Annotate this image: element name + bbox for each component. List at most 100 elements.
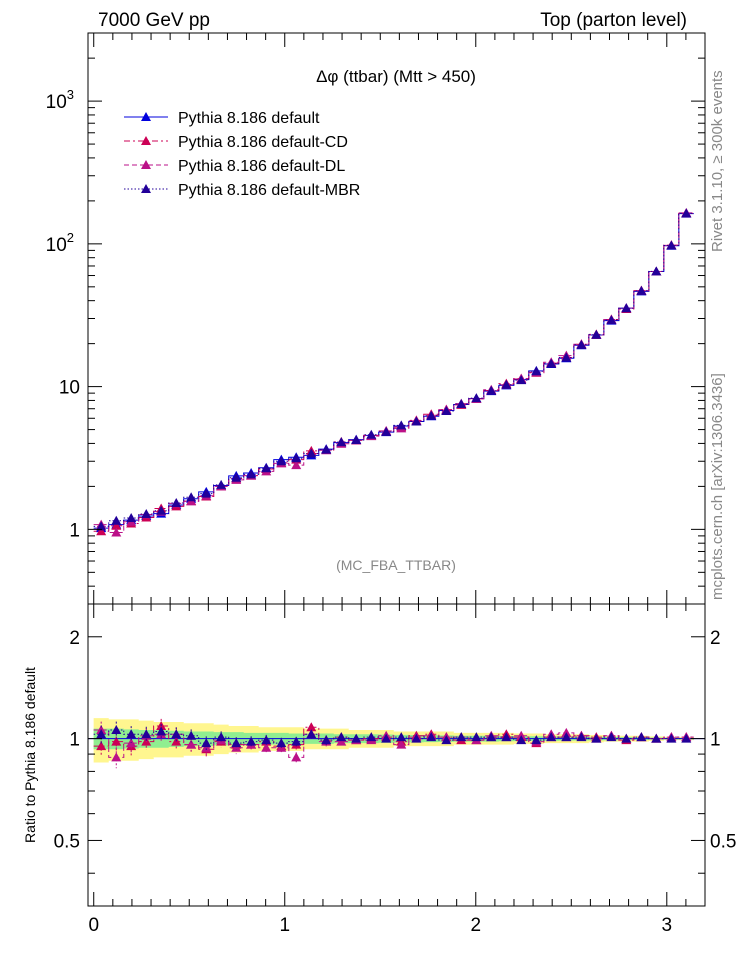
ratio-point-2-6 [186, 730, 197, 740]
main-point-3-24 [456, 399, 467, 409]
main-series-points [96, 207, 692, 537]
main-title: Δφ (ttbar) (Mtt > 450) [316, 67, 476, 86]
ratio-point-2-4 [156, 726, 167, 736]
xtick-label: 2 [470, 915, 481, 936]
main-series-lines [93, 212, 694, 534]
ratio-point-2-28 [516, 735, 527, 745]
legend-marker-0 [141, 112, 151, 121]
ratio-series-lines [93, 725, 694, 758]
ratio-ylabel: Ratio to Pythia 8.186 default [22, 667, 38, 843]
main-axis-ticks: 1 10 102 103 [46, 32, 706, 605]
legend-label-2: Pythia 8.186 default-DL [178, 158, 345, 175]
ratio-point-2-12 [276, 738, 287, 748]
ratio-point-2-11 [261, 735, 272, 745]
ratio-ytick-label-left: 1 [69, 730, 80, 751]
legend-marker-1 [141, 136, 151, 145]
ratio-point-2-7 [201, 738, 212, 748]
main-point-3-15 [321, 444, 332, 454]
ratio-point-2-30 [546, 732, 557, 742]
ratio-axis-ticks: 0.5 0.5 1 1 2 2 0 1 2 3 [54, 604, 736, 936]
main-point-3-19 [381, 426, 392, 436]
ratio-point-2-25 [471, 732, 482, 742]
main-point-3-34 [606, 315, 617, 325]
main-point-3-5 [171, 497, 182, 507]
ratio-point-2-3 [141, 729, 152, 739]
legend-marker-2 [141, 160, 151, 169]
ratio-point-1-7 [201, 742, 212, 752]
main-point-3-23 [441, 405, 452, 415]
ratio-point-1-20 [396, 739, 407, 749]
ratio-point-2-1 [111, 725, 122, 735]
ratio-point-2-20 [396, 732, 407, 742]
ratio-frame [87, 603, 706, 907]
ratio-ytick-label-right: 1 [710, 730, 721, 751]
ratio-point-0-1 [111, 736, 122, 746]
ratio-point-1-6 [186, 739, 197, 749]
ratio-point-2-32 [576, 732, 587, 742]
ratio-point-2-24 [456, 732, 467, 742]
ratio-point-2-29 [531, 735, 542, 745]
ratio-point-1-11 [261, 742, 272, 752]
main-ytick-label: 102 [46, 230, 74, 256]
ratio-point-2-19 [381, 733, 392, 743]
legend-label-0: Pythia 8.186 default [178, 110, 320, 127]
ratio-point-0-0 [96, 741, 107, 751]
ratio-series-points [96, 718, 692, 769]
main-point-2-13 [291, 460, 302, 470]
main-point-3-25 [471, 393, 482, 403]
main-ytick-label: 1 [69, 520, 80, 541]
main-point-3-13 [291, 453, 302, 463]
legend-label-1: Pythia 8.186 default-CD [178, 134, 348, 151]
ratio-point-2-10 [246, 736, 257, 746]
ratio-point-1-9 [231, 742, 242, 752]
header-left: 7000 GeV pp [98, 10, 210, 31]
ratio-point-2-34 [606, 732, 617, 742]
main-point-3-7 [201, 488, 212, 498]
main-point-3-3 [141, 509, 152, 519]
ratio-point-2-17 [351, 733, 362, 743]
ratio-point-2-36 [636, 732, 647, 742]
ratio-point-2-27 [501, 732, 512, 742]
main-ytick-label: 103 [46, 87, 74, 113]
header-right: Top (parton level) [540, 10, 687, 31]
main-point-3-11 [261, 463, 272, 473]
ratio-ytick-label-left: 2 [69, 628, 80, 649]
main-point-3-10 [246, 469, 257, 479]
main-series-line-0 [93, 213, 694, 529]
main-point-3-32 [576, 339, 587, 349]
ratio-series-line-1 [93, 729, 694, 758]
main-point-3-9 [231, 472, 242, 482]
main-point-1-1 [111, 520, 122, 530]
legend-marker-3 [141, 184, 151, 193]
main-point-3-35 [621, 303, 632, 313]
ratio-point-1-13 [291, 752, 302, 762]
main-point-3-39 [681, 208, 692, 218]
main-point-1-0 [96, 526, 107, 536]
main-point-3-2 [126, 513, 137, 523]
main-point-3-29 [531, 366, 542, 376]
main-point-2-1 [111, 527, 122, 537]
main-point-3-18 [366, 429, 377, 439]
main-point-3-0 [96, 521, 107, 531]
legend-label-3: Pythia 8.186 default-MBR [178, 182, 360, 199]
ratio-point-2-14 [306, 729, 317, 739]
ratio-point-2-22 [426, 732, 437, 742]
main-point-3-20 [396, 420, 407, 430]
watermark: (MC_FBA_TTBAR) [336, 557, 456, 573]
ratio-point-1-1 [111, 752, 122, 762]
xtick-label: 0 [88, 915, 99, 936]
ratio-series-line-2 [93, 729, 694, 744]
rivet-label: Rivet 3.1.10, ≥ 300k events [709, 70, 726, 252]
ratio-point-2-21 [411, 733, 422, 743]
main-point-3-36 [636, 285, 647, 295]
ratio-point-2-23 [441, 735, 452, 745]
xtick-label: 1 [279, 915, 290, 936]
ratio-point-2-33 [591, 733, 602, 743]
main-point-3-17 [351, 434, 362, 444]
ratio-ytick-label-right: 0.5 [710, 831, 736, 852]
main-series-line-3 [93, 212, 694, 527]
main-point-3-8 [216, 479, 227, 489]
ratio-point-2-13 [291, 736, 302, 746]
ratio-point-2-5 [171, 729, 182, 739]
